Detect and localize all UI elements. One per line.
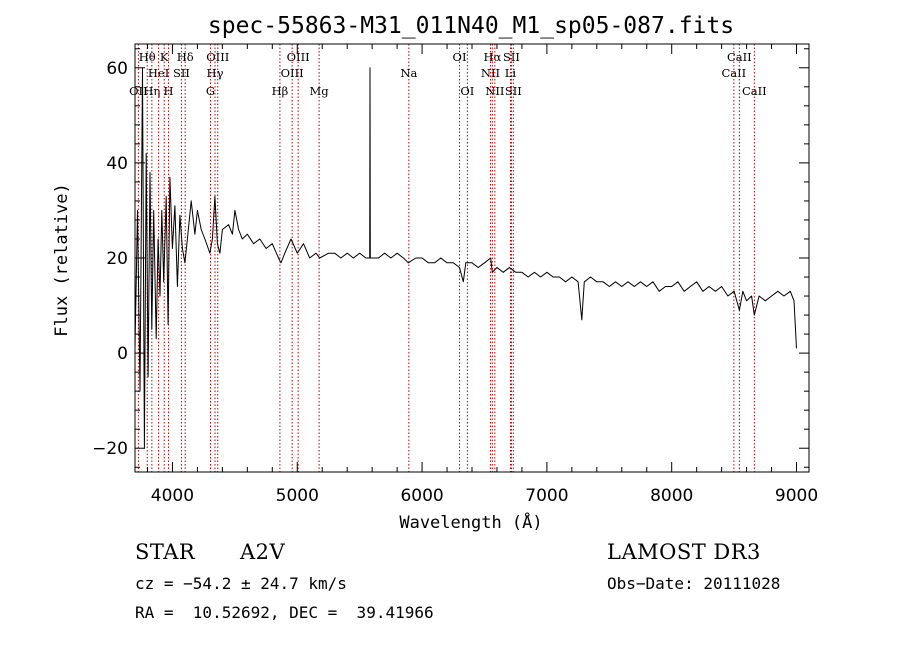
x-tick-label: 8000 xyxy=(650,486,693,506)
line-marker-label: HeI xyxy=(148,66,169,80)
line-marker-label: Mg xyxy=(310,84,330,98)
ra-dec-coordinates: RA = 10.52692, DEC = 39.41966 xyxy=(135,603,434,622)
line-marker-label: H xyxy=(164,84,174,98)
object-class: STAR xyxy=(135,540,196,564)
x-axis-label: Wavelength (Å) xyxy=(399,511,542,533)
tick-labels: 4000 5000 6000 7000 8000 9000 −20 0 20 40 60 xyxy=(92,59,818,506)
y-tick-label: 60 xyxy=(106,59,128,79)
line-marker-label: OIII xyxy=(287,50,310,64)
x-tick-label: 9000 xyxy=(775,486,818,506)
line-marker-label: Hα xyxy=(483,50,501,64)
line-marker-label: K xyxy=(160,50,169,64)
survey-name: LAMOST DR3 xyxy=(607,540,761,564)
spectrum-line xyxy=(134,67,797,449)
y-tick-label: 40 xyxy=(106,154,128,174)
line-marker-label: OIII xyxy=(281,66,304,80)
chart-title: spec-55863-M31_011N40_M1_sp05-087.fits xyxy=(208,13,734,39)
line-marker-label: NII xyxy=(481,66,500,80)
plot-frame xyxy=(134,43,810,473)
y-tick-label: 0 xyxy=(117,344,128,364)
line-marker-label: Hβ xyxy=(272,84,289,98)
line-marker-label: OI xyxy=(460,84,474,98)
line-marker-label: Na xyxy=(400,66,417,80)
x-tick-label: 5000 xyxy=(276,486,319,506)
y-axis-label: Flux (relative) xyxy=(52,183,72,337)
object-subclass: A2V xyxy=(240,540,286,564)
line-marker-label: CaII xyxy=(727,50,752,64)
line-marker-label: Hθ xyxy=(139,50,156,64)
line-marker-label: Hη xyxy=(143,84,160,98)
line-marker-label: SII xyxy=(503,50,520,64)
x-tick-label: 4000 xyxy=(151,486,194,506)
data-series xyxy=(134,67,797,449)
axis-ticks xyxy=(135,44,809,472)
line-marker-label: Li xyxy=(505,66,517,80)
line-marker-label: CaII xyxy=(742,84,767,98)
line-marker-label: CaII xyxy=(721,66,746,80)
line-marker-label: SII xyxy=(505,84,522,98)
x-tick-label: 7000 xyxy=(525,486,568,506)
line-markers: OIIHθHηHeIKHSIIHδGOIIIHγHβOIIIOIIIMgNaOI… xyxy=(129,44,767,472)
line-marker-label: OIII xyxy=(206,50,229,64)
line-marker-label: Hγ xyxy=(207,66,224,80)
observation-date: Obs−Date: 20111028 xyxy=(607,574,781,593)
redshift-cz: cz = −54.2 ± 24.7 km/s xyxy=(135,574,347,593)
x-tick-label: 6000 xyxy=(400,486,443,506)
line-marker-label: OI xyxy=(453,50,467,64)
y-tick-label: −20 xyxy=(92,439,128,459)
line-marker-label: G xyxy=(206,84,215,98)
line-marker-label: SII xyxy=(173,66,190,80)
line-marker-label: NII xyxy=(485,84,504,98)
y-tick-label: 20 xyxy=(106,249,128,269)
line-marker-label: Hδ xyxy=(177,50,194,64)
